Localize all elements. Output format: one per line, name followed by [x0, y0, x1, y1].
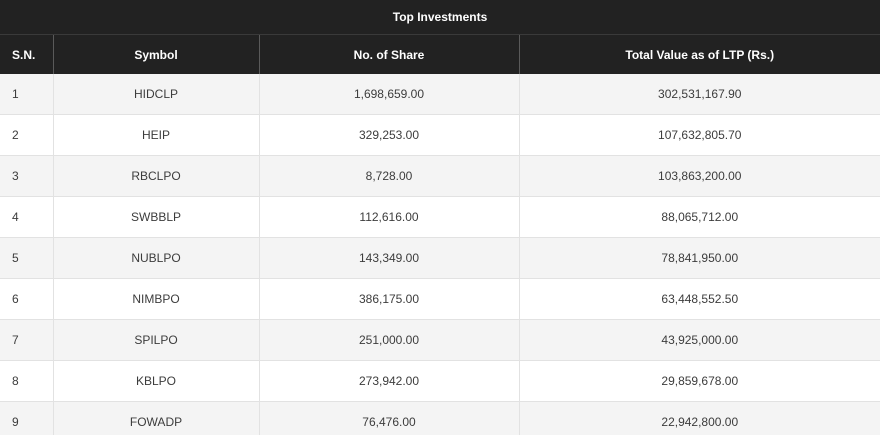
cell-total-value: 78,841,950.00: [519, 237, 880, 279]
cell-shares: 76,476.00: [259, 401, 520, 435]
cell-shares: 112,616.00: [259, 196, 520, 238]
cell-total-value: 302,531,167.90: [519, 74, 880, 115]
cell-sn: 8: [0, 360, 54, 402]
table-row: 9 FOWADP 76,476.00 22,942,800.00: [0, 401, 880, 435]
cell-sn: 5: [0, 237, 54, 279]
cell-symbol: NIMBPO: [53, 278, 260, 320]
cell-shares: 386,175.00: [259, 278, 520, 320]
table-row: 5 NUBLPO 143,349.00 78,841,950.00: [0, 237, 880, 279]
table-row: 2 HEIP 329,253.00 107,632,805.70: [0, 114, 880, 156]
cell-total-value: 29,859,678.00: [519, 360, 880, 402]
cell-total-value: 43,925,000.00: [519, 319, 880, 361]
column-header-total-value: Total Value as of LTP (Rs.): [519, 34, 880, 74]
cell-total-value: 107,632,805.70: [519, 114, 880, 156]
table-header-row: S.N. Symbol No. of Share Total Value as …: [0, 34, 880, 74]
cell-sn: 7: [0, 319, 54, 361]
table-row: 7 SPILPO 251,000.00 43,925,000.00: [0, 319, 880, 361]
cell-shares: 1,698,659.00: [259, 74, 520, 115]
table-row: 1 HIDCLP 1,698,659.00 302,531,167.90: [0, 74, 880, 115]
cell-sn: 1: [0, 74, 54, 115]
cell-symbol: HEIP: [53, 114, 260, 156]
cell-symbol: RBCLPO: [53, 155, 260, 197]
column-header-sn: S.N.: [0, 34, 54, 74]
cell-total-value: 88,065,712.00: [519, 196, 880, 238]
cell-sn: 6: [0, 278, 54, 320]
cell-symbol: KBLPO: [53, 360, 260, 402]
cell-sn: 4: [0, 196, 54, 238]
cell-sn: 9: [0, 401, 54, 435]
cell-shares: 8,728.00: [259, 155, 520, 197]
cell-total-value: 22,942,800.00: [519, 401, 880, 435]
column-header-symbol: Symbol: [53, 34, 260, 74]
cell-shares: 251,000.00: [259, 319, 520, 361]
cell-symbol: SPILPO: [53, 319, 260, 361]
cell-shares: 143,349.00: [259, 237, 520, 279]
cell-shares: 273,942.00: [259, 360, 520, 402]
cell-symbol: FOWADP: [53, 401, 260, 435]
table-title-row: Top Investments: [0, 0, 880, 35]
column-header-shares: No. of Share: [259, 34, 520, 74]
table-row: 8 KBLPO 273,942.00 29,859,678.00: [0, 360, 880, 402]
cell-symbol: NUBLPO: [53, 237, 260, 279]
table-title: Top Investments: [0, 0, 880, 35]
cell-shares: 329,253.00: [259, 114, 520, 156]
cell-symbol: SWBBLP: [53, 196, 260, 238]
cell-sn: 2: [0, 114, 54, 156]
table-row: 4 SWBBLP 112,616.00 88,065,712.00: [0, 196, 880, 238]
cell-total-value: 103,863,200.00: [519, 155, 880, 197]
table-row: 3 RBCLPO 8,728.00 103,863,200.00: [0, 155, 880, 197]
cell-total-value: 63,448,552.50: [519, 278, 880, 320]
table-row: 6 NIMBPO 386,175.00 63,448,552.50: [0, 278, 880, 320]
cell-symbol: HIDCLP: [53, 74, 260, 115]
cell-sn: 3: [0, 155, 54, 197]
table-body: 1 HIDCLP 1,698,659.00 302,531,167.90 2 HEIP 32…: [0, 74, 880, 435]
